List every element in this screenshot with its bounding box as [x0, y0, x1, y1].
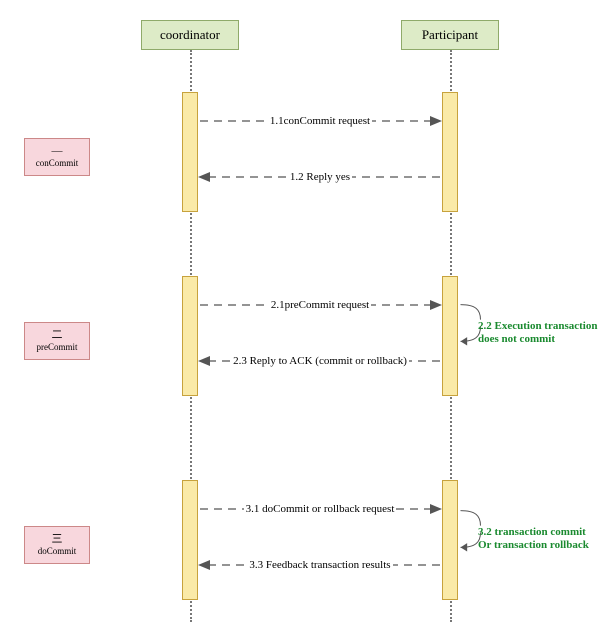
side-note-line2: Or transaction rollback [478, 539, 589, 551]
activation-bar [442, 276, 458, 396]
message-2-3: 2.3 Reply to ACK (commit or rollback) [198, 355, 442, 367]
side-note-line1: 3.2 transaction commit [478, 526, 586, 538]
phase-label: preCommit [37, 342, 78, 352]
message-label: 2.1preCommit request [269, 299, 371, 311]
message-1-2: 1.2 Reply yes [198, 171, 442, 183]
phase-numeral: 三 [25, 532, 89, 546]
phase-docommit: 三 doCommit [24, 526, 90, 564]
phase-label: conCommit [36, 158, 79, 168]
activation-bar [182, 480, 198, 600]
message-3-3: 3.3 Feedback transaction results [198, 559, 442, 571]
message-1-1: 1.1conCommit request [198, 115, 442, 127]
actor-participant-header: Participant [401, 20, 499, 50]
activation-bar [442, 480, 458, 600]
activation-bar [442, 92, 458, 212]
message-label: 3.1 doCommit or rollback request [244, 503, 397, 515]
message-2-1: 2.1preCommit request [198, 299, 442, 311]
message-label: 1.1conCommit request [268, 115, 372, 127]
actor-coordinator-label: coordinator [160, 27, 220, 42]
actor-participant-label: Participant [422, 27, 478, 42]
side-note-line1: 2.2 Execution transaction [478, 320, 597, 332]
phase-concommit: — conCommit [24, 138, 90, 176]
phase-numeral: — [25, 144, 89, 158]
message-3-1: 3.1 doCommit or rollback request [198, 503, 442, 515]
phase-precommit: 二 preCommit [24, 322, 90, 360]
actor-coordinator-header: coordinator [141, 20, 239, 50]
activation-bar [182, 92, 198, 212]
message-label: 1.2 Reply yes [288, 171, 352, 183]
message-label: 3.3 Feedback transaction results [247, 559, 392, 571]
side-note-line2: does not commit [478, 333, 555, 345]
phase-numeral: 二 [25, 328, 89, 342]
phase-label: doCommit [38, 546, 77, 556]
activation-bar [182, 276, 198, 396]
message-label: 2.3 Reply to ACK (commit or rollback) [231, 355, 409, 367]
side-note-3-2: 3.2 transaction commit Or transaction ro… [478, 526, 613, 552]
side-note-2-2: 2.2 Execution transaction does not commi… [478, 320, 613, 346]
